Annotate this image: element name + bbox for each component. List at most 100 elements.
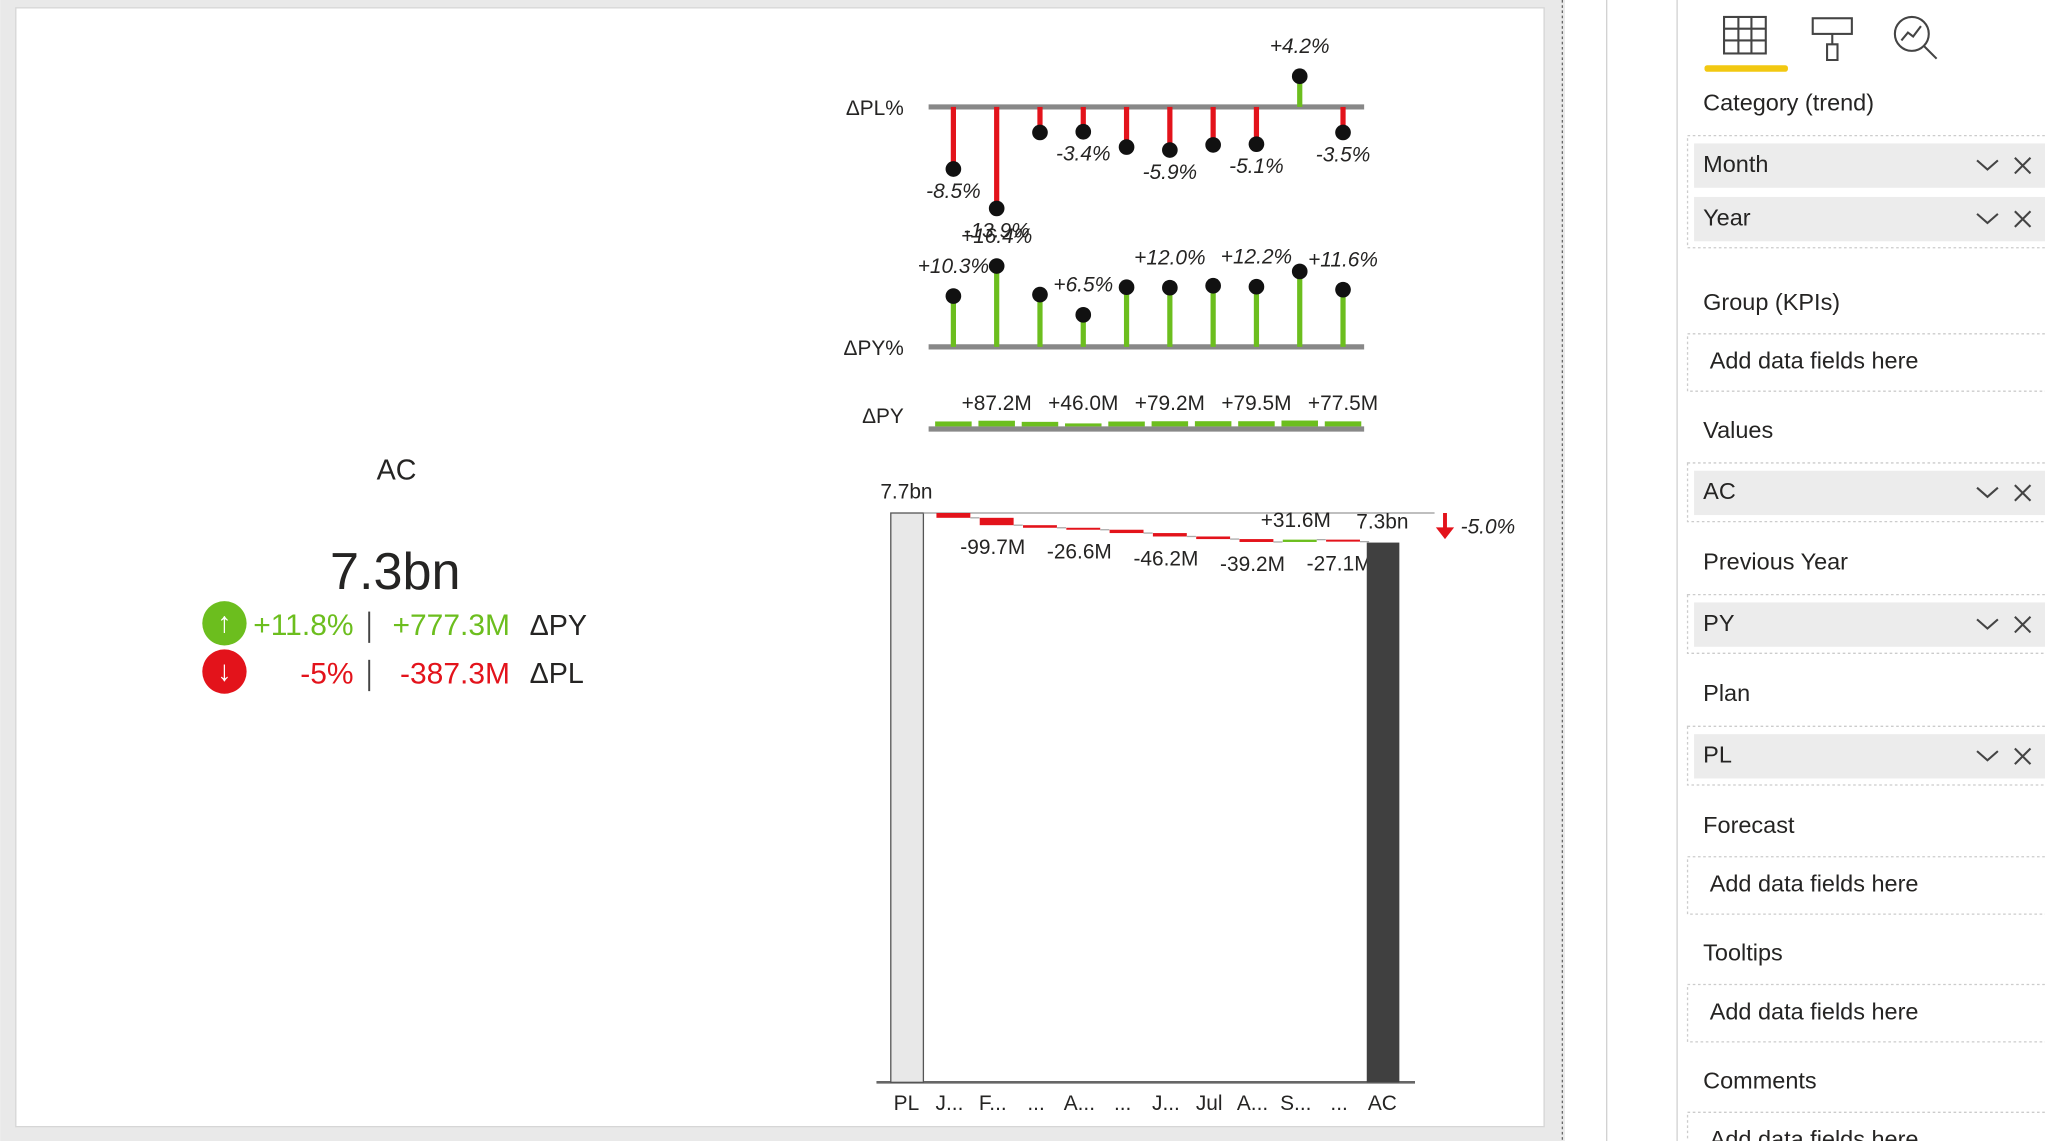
field-pill[interactable] <box>1694 602 2045 647</box>
data-label: -5.9% <box>1143 161 1198 184</box>
bar <box>1281 420 1318 427</box>
pin-head <box>1075 307 1092 323</box>
delta-bar <box>1023 525 1057 528</box>
section-title: Plan <box>1703 680 1750 706</box>
kpi-abs: +777.3M <box>392 609 510 642</box>
panes-bg <box>1566 0 2045 1141</box>
remove-icon[interactable] <box>2014 747 2032 765</box>
format-tab-icon[interactable] <box>1811 17 1853 62</box>
data-label: -8.5% <box>926 180 981 203</box>
section-title: Values <box>1703 417 1773 443</box>
data-label: -39.2M <box>1220 553 1285 576</box>
bar <box>1324 421 1362 427</box>
data-label: +31.6M <box>1261 509 1331 532</box>
x-tick-label: A... <box>1237 1092 1268 1115</box>
field-name: AC <box>1703 478 1736 504</box>
field-well <box>1686 462 2045 523</box>
pin-head <box>945 161 962 177</box>
field-drop-zone[interactable] <box>1686 333 2045 392</box>
field-name: Year <box>1703 204 1751 230</box>
analytics-tab-icon[interactable] <box>1893 15 1938 60</box>
field-well <box>1686 725 2045 786</box>
end-bar <box>1366 542 1400 1083</box>
kpi-arrow: ↑ <box>217 607 231 639</box>
field-drop-zone[interactable] <box>1686 1111 2045 1141</box>
row-label: ΔPL% <box>846 97 904 120</box>
bar <box>978 420 1015 427</box>
data-label: +11.6% <box>1308 249 1378 272</box>
pin-head <box>1248 278 1265 295</box>
data-label: -3.5% <box>1316 143 1371 166</box>
section-title: Forecast <box>1703 812 1795 838</box>
x-tick-label: A... <box>1064 1092 1095 1115</box>
variance-label: -5.0% <box>1461 516 1515 539</box>
pin-head <box>1335 281 1351 298</box>
x-tick-label: S... <box>1280 1092 1311 1115</box>
remove-icon[interactable] <box>2014 484 2032 502</box>
kpi-value: 7.3bn <box>330 543 461 601</box>
bar <box>1194 421 1232 427</box>
kpi-indicator <box>202 601 247 646</box>
expand-icon[interactable] <box>1976 618 1999 630</box>
delta-bar <box>979 517 1014 526</box>
kpi-title: AC <box>377 455 417 487</box>
placeholder: Add data fields here <box>1710 348 1919 374</box>
kpi-label: ΔPL <box>530 658 584 690</box>
field-pill[interactable] <box>1694 470 2045 516</box>
remove-icon[interactable] <box>2014 210 2032 228</box>
remove-icon[interactable] <box>2014 157 2032 175</box>
fields-tab-icon[interactable] <box>1723 15 1767 55</box>
section-title: Comments <box>1703 1068 1816 1094</box>
row-label: ΔPY% <box>844 337 904 360</box>
data-label: +12.0% <box>1134 247 1205 270</box>
data-label: +12.2% <box>1221 246 1292 269</box>
field-pill[interactable] <box>1694 196 2045 242</box>
variance-arrow-head <box>1435 527 1455 540</box>
remove-icon[interactable] <box>2014 616 2032 634</box>
expand-icon[interactable] <box>1976 213 1999 225</box>
pin-head <box>988 258 1005 274</box>
data-label: +4.2% <box>1270 35 1330 58</box>
pin-head <box>1205 277 1221 294</box>
pin-head <box>1118 139 1135 155</box>
pin-head <box>945 288 962 304</box>
field-well <box>1686 134 2045 249</box>
section-title: Group (KPIs) <box>1703 289 1840 315</box>
field-name: PL <box>1703 742 1732 768</box>
pin-head <box>1291 68 1308 85</box>
data-label: +10.3% <box>918 255 989 278</box>
placeholder: Add data fields here <box>1710 871 1919 897</box>
field-pill[interactable] <box>1694 734 2045 779</box>
data-label: -46.2M <box>1133 547 1198 570</box>
expand-icon[interactable] <box>1976 750 1999 762</box>
expand-icon[interactable] <box>1976 159 1999 171</box>
bar <box>1108 421 1145 427</box>
x-tick-label: J... <box>1152 1092 1180 1115</box>
bar <box>1065 423 1102 427</box>
field-pill[interactable] <box>1694 143 2045 188</box>
x-tick-label: F... <box>979 1092 1007 1115</box>
bar <box>935 421 972 427</box>
bar <box>1151 421 1189 427</box>
field-drop-zone[interactable] <box>1686 983 2045 1043</box>
kpi-label: ΔPY <box>530 610 587 642</box>
field-name: Month <box>1703 151 1768 177</box>
x-tick-label: J... <box>936 1092 964 1115</box>
kpi-indicator <box>202 649 247 694</box>
section-title: Previous Year <box>1703 549 1848 575</box>
x-tick-label: Jul <box>1196 1092 1223 1115</box>
pin-head <box>1162 279 1178 296</box>
pin-head <box>1075 123 1092 140</box>
field-drop-zone[interactable] <box>1686 856 2045 915</box>
report-page <box>15 7 1545 1128</box>
x-tick-label: PL <box>894 1092 920 1115</box>
active-tab-underline <box>1704 65 1788 72</box>
data-label: +79.2M <box>1135 392 1205 415</box>
pane-tabs[interactable] <box>1704 15 1938 72</box>
delta-bar <box>1066 527 1101 530</box>
kpi-pct: -5% <box>300 657 353 690</box>
field-well <box>1686 593 2045 654</box>
expand-icon[interactable] <box>1976 486 1999 499</box>
data-label: +16.4% <box>961 225 1032 248</box>
data-label: +46.0M <box>1048 392 1118 415</box>
